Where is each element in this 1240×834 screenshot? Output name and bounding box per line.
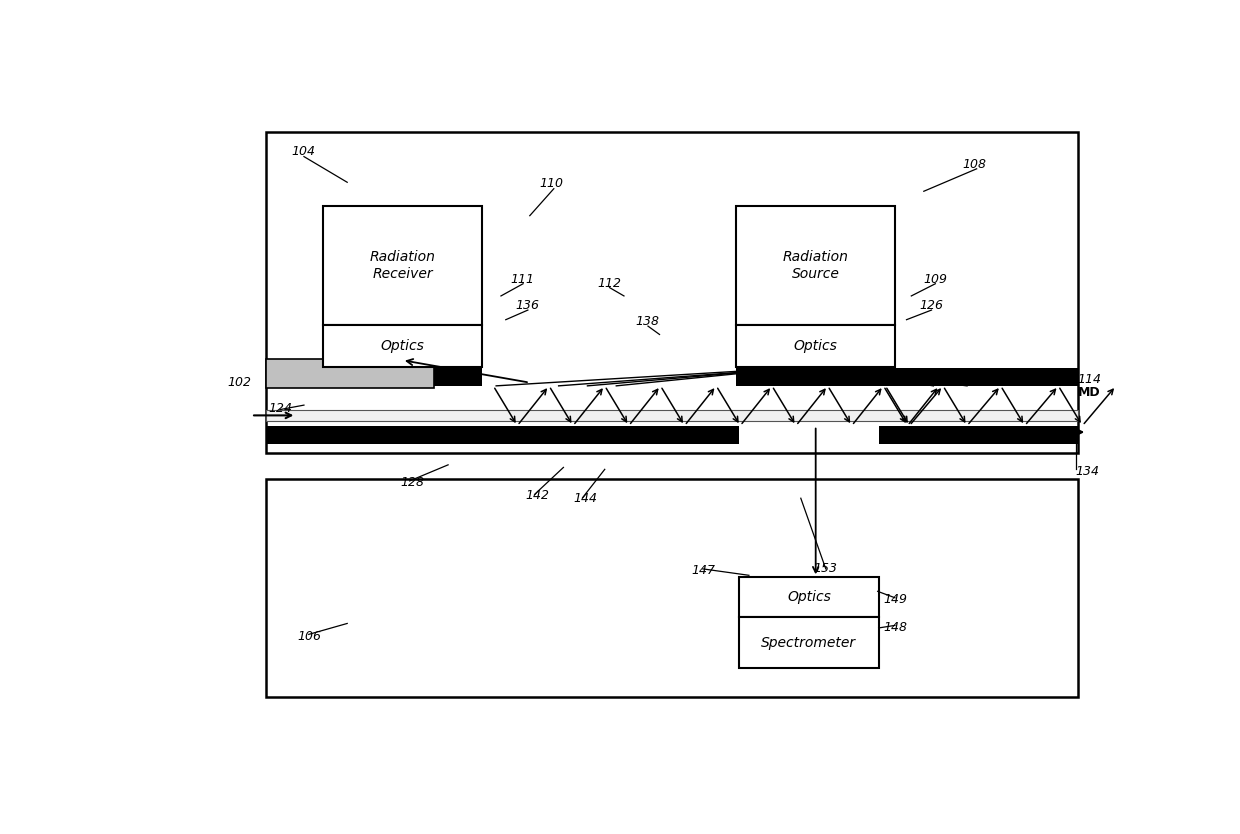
Bar bbox=[265, 359, 434, 389]
Text: 148: 148 bbox=[883, 621, 908, 635]
Text: Optics: Optics bbox=[794, 339, 838, 353]
Bar bbox=[324, 206, 481, 325]
Text: 124: 124 bbox=[268, 402, 293, 414]
Text: 104: 104 bbox=[291, 145, 315, 158]
Text: 111: 111 bbox=[511, 274, 534, 286]
Text: 142: 142 bbox=[525, 489, 549, 501]
Bar bbox=[265, 409, 1078, 421]
Text: 108: 108 bbox=[962, 158, 986, 171]
Bar bbox=[265, 368, 481, 386]
Bar bbox=[879, 425, 1078, 444]
Text: Radiation
Source: Radiation Source bbox=[782, 250, 848, 280]
Bar bbox=[265, 479, 1078, 697]
Text: 153: 153 bbox=[813, 562, 837, 575]
Bar bbox=[739, 617, 879, 668]
Text: 134: 134 bbox=[1075, 465, 1100, 478]
Text: Radiation
Receiver: Radiation Receiver bbox=[370, 250, 435, 280]
Text: Spectrometer: Spectrometer bbox=[761, 636, 857, 650]
Text: MD: MD bbox=[1078, 386, 1100, 399]
Text: 109: 109 bbox=[924, 274, 947, 286]
Text: 106: 106 bbox=[298, 630, 321, 643]
Bar bbox=[739, 577, 879, 617]
Text: 128: 128 bbox=[401, 475, 424, 489]
Bar bbox=[265, 425, 739, 444]
Text: 114: 114 bbox=[1078, 373, 1101, 386]
Bar bbox=[737, 206, 895, 325]
Text: 136: 136 bbox=[516, 299, 539, 312]
Text: 147: 147 bbox=[691, 564, 715, 576]
Text: 110: 110 bbox=[539, 177, 563, 190]
Bar bbox=[265, 133, 1078, 454]
Text: 112: 112 bbox=[596, 277, 621, 289]
Text: 144: 144 bbox=[573, 492, 596, 505]
Text: 126: 126 bbox=[919, 299, 942, 312]
Bar bbox=[895, 368, 1078, 386]
Text: Optics: Optics bbox=[381, 339, 424, 353]
Text: 102: 102 bbox=[227, 376, 250, 389]
Bar bbox=[737, 368, 895, 386]
Bar bbox=[737, 325, 895, 367]
Text: 138: 138 bbox=[635, 315, 660, 328]
Text: 149: 149 bbox=[883, 593, 908, 606]
Text: Optics: Optics bbox=[787, 590, 831, 604]
Bar bbox=[324, 325, 481, 367]
